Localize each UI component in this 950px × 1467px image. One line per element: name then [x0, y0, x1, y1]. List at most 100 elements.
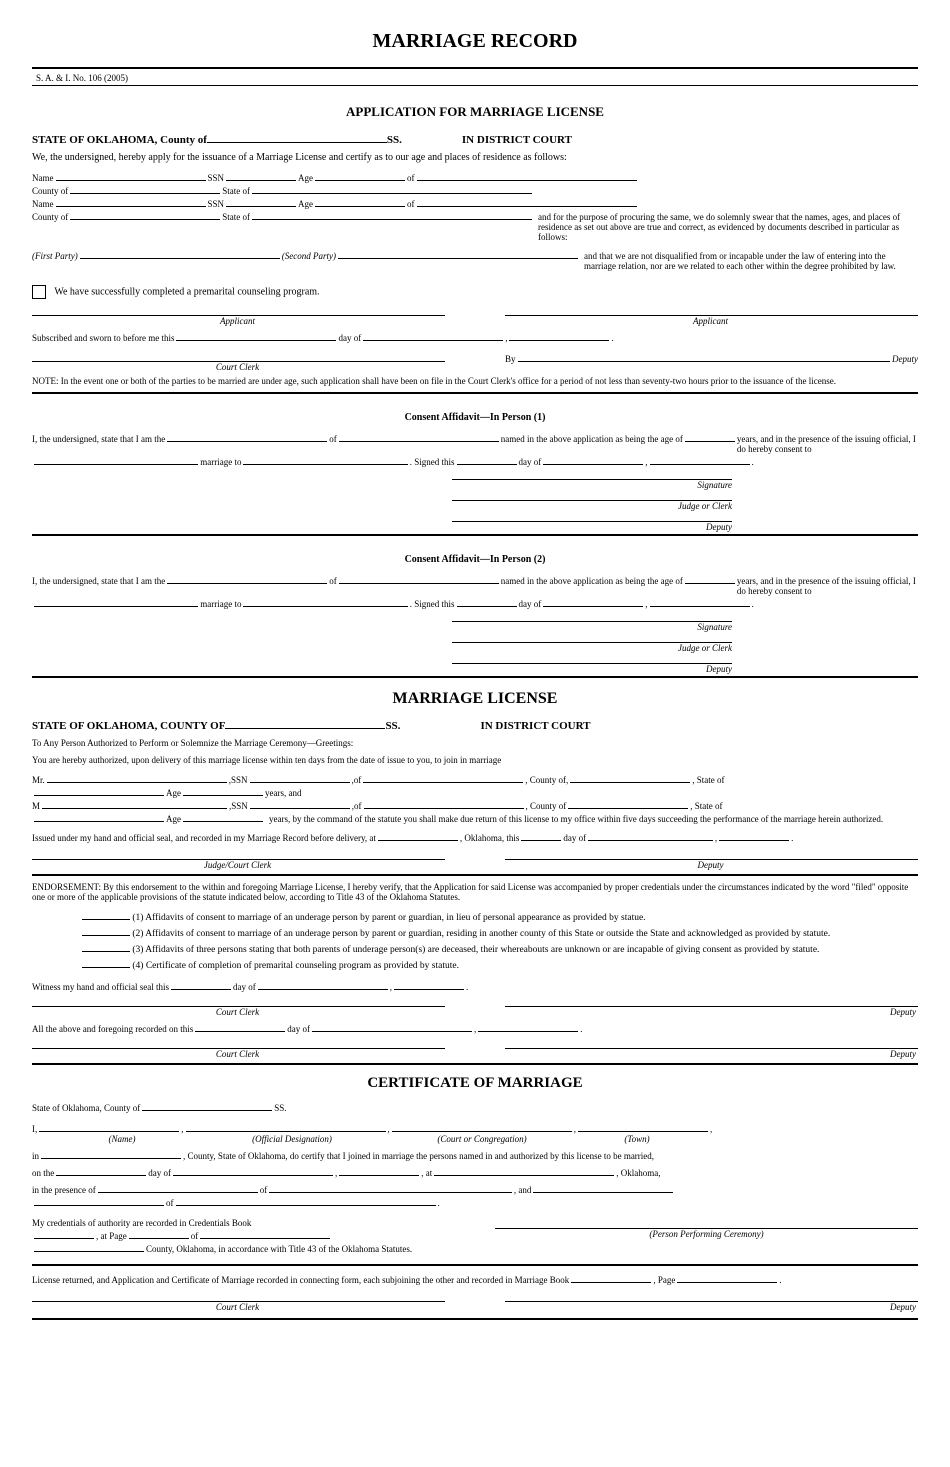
onthe-b4[interactable]	[434, 1165, 614, 1176]
aa-b3[interactable]	[478, 1021, 578, 1032]
of1-blank[interactable]	[417, 170, 637, 181]
mr-blank6[interactable]	[183, 785, 263, 796]
m-blank5[interactable]	[34, 811, 164, 822]
sub-blank3[interactable]	[509, 330, 609, 341]
issued-b1[interactable]	[378, 830, 458, 841]
firstparty-blank[interactable]	[80, 248, 280, 259]
pres-b5[interactable]	[176, 1195, 436, 1206]
cred-b2[interactable]	[129, 1228, 189, 1239]
m-blank6[interactable]	[183, 811, 263, 822]
onthe-b3[interactable]	[339, 1165, 419, 1176]
county2-blank-lic[interactable]	[225, 718, 385, 729]
cc3-line[interactable]	[32, 1038, 445, 1049]
w-b3[interactable]	[394, 979, 464, 990]
w-b1[interactable]	[171, 979, 231, 990]
issued-b2[interactable]	[521, 830, 561, 841]
m-blank1[interactable]	[42, 798, 227, 809]
age1-blank[interactable]	[315, 170, 405, 181]
cc-sig-line[interactable]	[32, 351, 445, 362]
sub-blank1[interactable]	[176, 330, 336, 341]
ssn1-blank[interactable]	[226, 170, 296, 181]
mr-blank5[interactable]	[34, 785, 164, 796]
pres-b4[interactable]	[34, 1195, 164, 1206]
lr-b1[interactable]	[571, 1272, 651, 1283]
state1-blank[interactable]	[252, 183, 532, 194]
c1-b1[interactable]	[167, 431, 327, 442]
dep4-line[interactable]	[505, 1291, 918, 1302]
judge-sig-line[interactable]	[32, 849, 445, 860]
c1-sig-line2[interactable]	[452, 490, 732, 501]
secondparty-blank[interactable]	[338, 248, 578, 259]
e2-blank[interactable]	[82, 925, 130, 936]
of2-blank[interactable]	[417, 196, 637, 207]
lr-b2[interactable]	[677, 1272, 777, 1283]
age2-blank[interactable]	[315, 196, 405, 207]
e4-blank[interactable]	[82, 957, 130, 968]
c2-sig-line1[interactable]	[452, 611, 732, 622]
c2-b8[interactable]	[650, 596, 750, 607]
c2-b2[interactable]	[339, 573, 499, 584]
c1-b4[interactable]	[34, 454, 198, 465]
e1-blank[interactable]	[82, 909, 130, 920]
c1-b7[interactable]	[543, 454, 643, 465]
c2-b4[interactable]	[34, 596, 198, 607]
ssn2-blank[interactable]	[226, 196, 296, 207]
mr-blank1[interactable]	[47, 772, 227, 783]
c1-b3[interactable]	[685, 431, 735, 442]
sub-blank2[interactable]	[363, 330, 503, 341]
ppc-line[interactable]	[495, 1218, 918, 1229]
c1-b8[interactable]	[650, 454, 750, 465]
cred-b1[interactable]	[34, 1228, 94, 1239]
soc-b1[interactable]	[142, 1100, 272, 1111]
in-blank[interactable]	[41, 1148, 181, 1159]
e3-blank[interactable]	[82, 941, 130, 952]
w-b2[interactable]	[258, 979, 388, 990]
c2-sig-line3[interactable]	[452, 653, 732, 664]
c1-sig-line1[interactable]	[452, 469, 732, 480]
applicant1-sig-line[interactable]	[32, 305, 445, 316]
cert-b-town[interactable]	[578, 1121, 708, 1132]
issued-b4[interactable]	[719, 830, 789, 841]
mr-blank3[interactable]	[363, 772, 523, 783]
c2-b5[interactable]	[243, 596, 407, 607]
cred-b3[interactable]	[200, 1228, 330, 1239]
county-blank[interactable]	[207, 132, 387, 143]
county1-blank[interactable]	[70, 183, 220, 194]
onthe-b2[interactable]	[173, 1165, 333, 1176]
mr-blank2[interactable]	[250, 772, 350, 783]
m-blank3[interactable]	[364, 798, 524, 809]
m-blank4[interactable]	[568, 798, 688, 809]
onthe-b1[interactable]	[56, 1165, 146, 1176]
c2-b6[interactable]	[457, 596, 517, 607]
c2-b3[interactable]	[685, 573, 735, 584]
deputy-blank[interactable]	[518, 351, 890, 362]
county2-blank[interactable]	[70, 209, 220, 220]
aa-b2[interactable]	[312, 1021, 472, 1032]
pres-b1[interactable]	[98, 1182, 258, 1193]
issued-b3[interactable]	[588, 830, 713, 841]
c1-sig-line3[interactable]	[452, 511, 732, 522]
c1-b5[interactable]	[243, 454, 407, 465]
pres-b2[interactable]	[269, 1182, 512, 1193]
cc4-line[interactable]	[32, 1291, 445, 1302]
aa-b1[interactable]	[195, 1021, 285, 1032]
mr-blank4[interactable]	[570, 772, 690, 783]
applicant2-sig-line[interactable]	[505, 305, 918, 316]
name1-blank[interactable]	[56, 170, 206, 181]
pres-b3[interactable]	[533, 1182, 673, 1193]
state2-blank[interactable]	[252, 209, 532, 220]
c1-b2[interactable]	[339, 431, 499, 442]
m-blank2[interactable]	[250, 798, 350, 809]
c2-b7[interactable]	[543, 596, 643, 607]
deputy-sig-line[interactable]	[505, 849, 918, 860]
dep2-line[interactable]	[505, 996, 918, 1007]
premarital-checkbox[interactable]	[32, 285, 46, 299]
c2-sig-line2[interactable]	[452, 632, 732, 643]
cert-b-court[interactable]	[392, 1121, 572, 1132]
cert-b-desig[interactable]	[186, 1121, 386, 1132]
cc2-line[interactable]	[32, 996, 445, 1007]
name2-blank[interactable]	[56, 196, 206, 207]
cert-b-name[interactable]	[39, 1121, 179, 1132]
cred-b4[interactable]	[34, 1241, 144, 1252]
c1-b6[interactable]	[457, 454, 517, 465]
